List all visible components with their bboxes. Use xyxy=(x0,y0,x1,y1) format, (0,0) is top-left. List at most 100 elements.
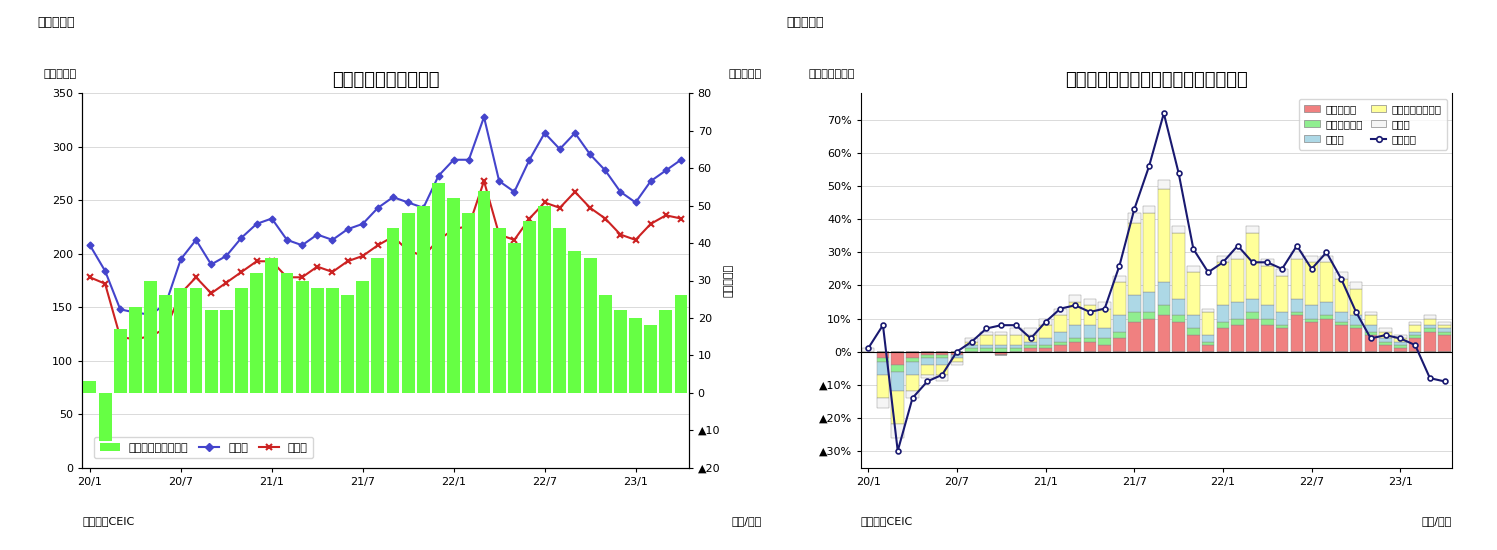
Bar xyxy=(906,392,919,398)
Bar xyxy=(1364,335,1377,351)
Bar xyxy=(1142,292,1156,312)
Bar xyxy=(448,198,460,393)
Bar xyxy=(1217,305,1229,322)
Bar xyxy=(1409,338,1422,351)
Bar xyxy=(1039,325,1052,338)
Bar xyxy=(996,332,1007,335)
Bar xyxy=(1424,332,1436,351)
Bar xyxy=(921,365,934,375)
Bar xyxy=(660,310,672,393)
Bar xyxy=(1172,322,1186,351)
Bar xyxy=(906,375,919,392)
Bar xyxy=(1039,318,1052,325)
Bar xyxy=(1172,315,1186,322)
Bar xyxy=(966,345,978,348)
Bar xyxy=(936,355,949,358)
Bar xyxy=(1305,262,1317,305)
Bar xyxy=(1320,302,1332,315)
Bar xyxy=(129,307,142,393)
Bar xyxy=(1275,276,1289,312)
Bar xyxy=(1424,328,1436,332)
Bar xyxy=(1084,338,1096,342)
Bar xyxy=(569,251,581,393)
Bar xyxy=(1054,315,1067,332)
Bar xyxy=(1114,282,1126,315)
Bar xyxy=(891,425,904,438)
Bar xyxy=(1439,335,1451,351)
Bar xyxy=(1172,299,1186,315)
Bar xyxy=(951,361,963,365)
Bar xyxy=(1217,262,1229,305)
Bar xyxy=(877,361,889,375)
Bar xyxy=(1350,289,1362,315)
Bar xyxy=(1157,282,1171,305)
Bar xyxy=(981,348,993,351)
Bar xyxy=(1394,338,1407,342)
Bar xyxy=(1232,302,1244,318)
Bar xyxy=(981,332,993,335)
Bar xyxy=(1099,345,1111,351)
Bar xyxy=(1024,335,1037,342)
Bar xyxy=(1364,312,1377,315)
Bar xyxy=(1099,338,1111,345)
Bar xyxy=(1290,259,1304,299)
Bar xyxy=(966,348,978,351)
Bar xyxy=(175,288,187,393)
Bar xyxy=(1054,342,1067,345)
Bar xyxy=(951,355,963,358)
Bar xyxy=(877,358,889,361)
Bar xyxy=(1024,342,1037,345)
Bar xyxy=(966,338,978,342)
Bar xyxy=(1024,348,1037,351)
Bar xyxy=(951,351,963,355)
Text: （図表８）: （図表８） xyxy=(786,16,823,30)
Bar xyxy=(936,351,949,355)
Bar xyxy=(629,318,642,393)
Bar xyxy=(936,358,949,365)
Bar xyxy=(906,358,919,361)
Bar xyxy=(862,348,874,351)
Bar xyxy=(1260,318,1274,325)
Bar xyxy=(220,310,232,393)
Bar xyxy=(371,258,385,393)
Bar xyxy=(1127,312,1141,322)
Bar xyxy=(1320,318,1332,351)
Bar xyxy=(1424,318,1436,325)
Bar xyxy=(1127,213,1141,223)
Legend: 貿易収支（右目盛）, 輸出顕, 輸入顕: 貿易収支（右目盛）, 輸出顕, 輸入顕 xyxy=(94,437,313,458)
Bar xyxy=(1099,309,1111,328)
Bar xyxy=(1335,272,1347,279)
Bar xyxy=(159,295,172,393)
Bar xyxy=(1142,318,1156,351)
Bar xyxy=(1439,332,1451,335)
Bar xyxy=(1039,338,1052,345)
Bar xyxy=(921,358,934,365)
Bar xyxy=(1084,299,1096,305)
Text: （億ドル）: （億ドル） xyxy=(43,69,76,79)
Bar xyxy=(1127,295,1141,312)
Bar xyxy=(921,375,934,378)
Bar xyxy=(1127,223,1141,295)
Bar xyxy=(1069,325,1081,338)
Bar xyxy=(386,228,400,393)
Bar xyxy=(1409,335,1422,338)
Bar xyxy=(1024,328,1037,335)
Bar xyxy=(1187,315,1199,328)
Bar xyxy=(1439,328,1451,332)
Bar xyxy=(554,228,566,393)
Bar xyxy=(1275,325,1289,328)
Bar xyxy=(1335,279,1347,312)
Bar xyxy=(1409,332,1422,335)
Bar xyxy=(1099,328,1111,338)
Bar xyxy=(1009,348,1022,351)
Text: （資料）CEIC: （資料）CEIC xyxy=(861,516,913,526)
Bar xyxy=(1320,315,1332,318)
Bar xyxy=(507,243,521,393)
Bar xyxy=(584,258,596,393)
Bar xyxy=(1099,302,1111,309)
Y-axis label: （億ドル）: （億ドル） xyxy=(723,264,734,297)
Bar xyxy=(356,280,370,393)
Bar xyxy=(1364,325,1377,332)
Bar xyxy=(463,213,475,393)
Bar xyxy=(1232,259,1244,302)
